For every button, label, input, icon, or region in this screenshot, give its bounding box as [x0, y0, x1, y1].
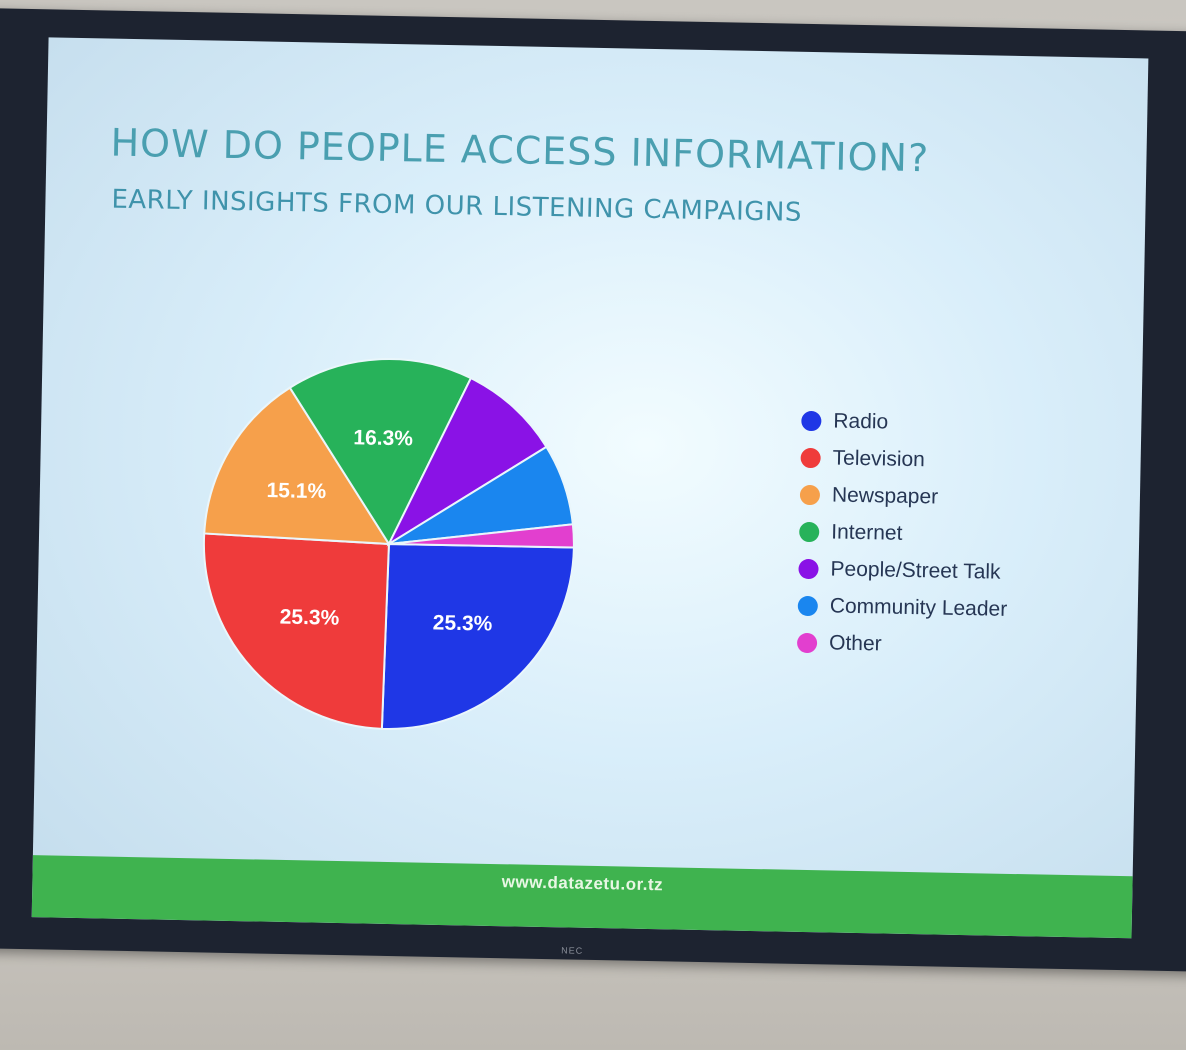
legend-item: Other — [796, 624, 1007, 665]
legend-swatch — [797, 595, 819, 616]
legend-label: Television — [832, 445, 926, 471]
pie-slice-television — [202, 532, 390, 730]
legend-label: Newspaper — [831, 482, 939, 508]
legend-swatch — [800, 447, 821, 468]
chart-legend: Radio Television Newspaper Internet People/S… — [796, 402, 1011, 665]
slide-screen: HOW DO PEOPLE ACCESS INFORMATION? EARLY … — [31, 37, 1149, 939]
legend-item: Community Leader — [797, 587, 1007, 628]
pie-data-label: 15.1% — [266, 479, 326, 503]
legend-swatch — [798, 558, 819, 579]
pie-data-label: 16.3% — [353, 426, 413, 450]
slide-subtitle: EARLY INSIGHTS FROM OUR LISTENING CAMPAI… — [111, 184, 803, 228]
pie-slice-internet — [288, 358, 473, 546]
monitor-frame: HOW DO PEOPLE ACCESS INFORMATION? EARLY … — [0, 8, 1186, 972]
footer-url: www.datazetu.or.tz — [501, 872, 664, 895]
legend-label: Community Leader — [829, 593, 1008, 621]
pie-slice-radio — [380, 542, 575, 730]
legend-item: Television — [800, 439, 1010, 480]
footer-bar: www.datazetu.or.tz — [31, 855, 1133, 939]
slide-title: HOW DO PEOPLE ACCESS INFORMATION? — [110, 120, 930, 181]
legend-item: People/Street Talk — [798, 550, 1008, 591]
pie-chart: 25.3% 25.3% 15.1% 16.3% — [202, 358, 575, 730]
legend-swatch — [796, 632, 818, 653]
legend-swatch — [799, 521, 820, 542]
pie-data-label: 25.3% — [280, 606, 340, 630]
legend-label: People/Street Talk — [830, 556, 1001, 584]
monitor-brand-logo: NEC — [561, 945, 584, 956]
pie-slice-other — [388, 523, 575, 549]
legend-swatch — [799, 484, 821, 505]
legend-swatch — [801, 410, 822, 431]
legend-label: Radio — [833, 408, 889, 434]
legend-item: Newspaper — [799, 476, 1010, 517]
legend-label: Other — [828, 630, 882, 655]
legend-item: Internet — [799, 513, 1009, 554]
legend-label: Internet — [831, 519, 903, 545]
pie-data-label: 25.3% — [433, 611, 493, 635]
pie-slice-newspaper — [203, 386, 391, 546]
pie-slice-people-street-talk — [386, 376, 548, 547]
legend-item: Radio — [801, 402, 1011, 443]
